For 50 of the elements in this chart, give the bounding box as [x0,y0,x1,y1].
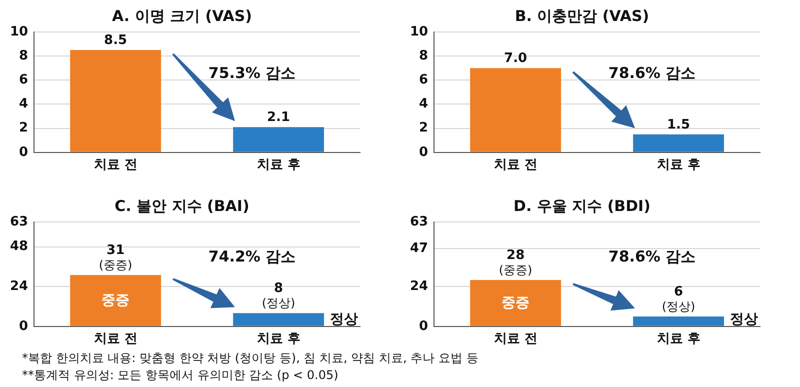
y-tick-label: 4 [19,96,28,112]
data-label: 8.5 [104,33,128,48]
chart-title: C. 불안 지수 (BAI) [114,196,250,215]
y-tick-label: 0 [19,318,28,334]
chart-title: A. 이명 크기 (VAS) [112,6,252,25]
x-tick-label: 치료 전 [94,158,138,173]
x-tick-label: 치료 후 [656,158,700,173]
chart-title: B. 이충만감 (VAS) [514,6,650,25]
y-tick-label: 8 [419,48,428,64]
y-tick-label: 10 [410,24,428,40]
y-tick-label: 4 [419,96,428,112]
x-tick-label: 치료 전 [94,332,138,347]
y-tick-label: 6 [419,72,428,88]
annotation: 78.6% 감소 [608,248,696,266]
y-tick-label: 6 [19,72,28,88]
y-tick-label: 63 [410,214,428,230]
chart-title: D. 우울 지수 (BDI) [514,196,650,215]
text: **통계적 유의성: 모든 항목에서 유의미한 감소 (p < 0.05) [21,367,340,384]
data-label: 2.1 [267,110,290,126]
y-tick-label: 48 [10,239,28,254]
y-tick-label: 47 [410,240,428,256]
y-tick-label: 10 [10,24,28,40]
y-tick-label: 24 [410,279,428,294]
x-tick-label: 치료 전 [494,158,538,173]
y-tick-label: 63 [10,214,28,230]
annotation: 78.6% 감소 [608,64,696,82]
y-tick-label: 2 [419,120,428,136]
annotation: 중증 [102,292,130,308]
data-label: 8 (정상) [262,281,296,310]
annotation: 74.2% 감소 [208,248,296,266]
y-tick-label: 0 [19,144,28,160]
data-label: 1.5 [667,117,690,132]
y-tick-label: 2 [19,120,28,136]
x-tick-label: 치료 후 [656,332,700,347]
x-tick-label: 치료 후 [256,332,300,347]
x-tick-label: 치료 전 [494,332,538,347]
annotation: 중증 [502,294,530,311]
y-tick-label: 8 [19,48,28,64]
data-label: 28 (중증) [498,248,532,277]
y-tick-label: 0 [419,144,428,160]
y-tick-label: 0 [419,318,428,334]
data-label: 31 (중증) [98,243,132,272]
y-tick-label: 24 [10,279,28,294]
x-tick-label: 치료 후 [256,158,300,173]
annotation: 정상 [330,311,358,328]
annotation: 75.3% 감소 [208,64,296,82]
data-label: 6 (정상) [662,284,696,314]
data-label: 7.0 [504,51,528,66]
annotation: 정상 [730,311,758,328]
text: *복합 한의치료 내용: 맞춤형 한약 처방 (청이탕 등), 침 치료, 약침 치료, 추나 요법 등 [21,350,480,367]
